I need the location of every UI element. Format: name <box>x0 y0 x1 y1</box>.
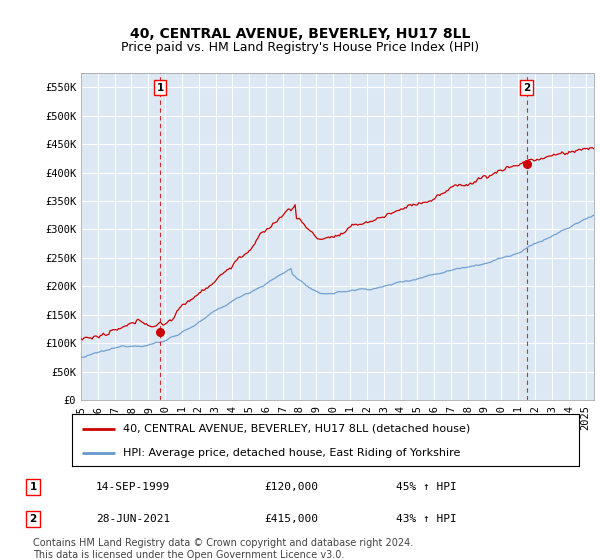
Text: 28-JUN-2021: 28-JUN-2021 <box>96 514 170 524</box>
Text: 2: 2 <box>29 514 37 524</box>
Text: 40, CENTRAL AVENUE, BEVERLEY, HU17 8LL (detached house): 40, CENTRAL AVENUE, BEVERLEY, HU17 8LL (… <box>123 424 470 434</box>
Text: 43% ↑ HPI: 43% ↑ HPI <box>396 514 457 524</box>
Text: 14-SEP-1999: 14-SEP-1999 <box>96 482 170 492</box>
Text: HPI: Average price, detached house, East Riding of Yorkshire: HPI: Average price, detached house, East… <box>123 448 460 458</box>
Text: 1: 1 <box>157 82 164 92</box>
Text: 40, CENTRAL AVENUE, BEVERLEY, HU17 8LL: 40, CENTRAL AVENUE, BEVERLEY, HU17 8LL <box>130 27 470 41</box>
Text: Contains HM Land Registry data © Crown copyright and database right 2024.
This d: Contains HM Land Registry data © Crown c… <box>33 538 413 559</box>
Text: 1: 1 <box>29 482 37 492</box>
Text: Price paid vs. HM Land Registry's House Price Index (HPI): Price paid vs. HM Land Registry's House … <box>121 40 479 54</box>
Text: 45% ↑ HPI: 45% ↑ HPI <box>396 482 457 492</box>
Text: £415,000: £415,000 <box>264 514 318 524</box>
Text: £120,000: £120,000 <box>264 482 318 492</box>
Text: 2: 2 <box>523 82 530 92</box>
